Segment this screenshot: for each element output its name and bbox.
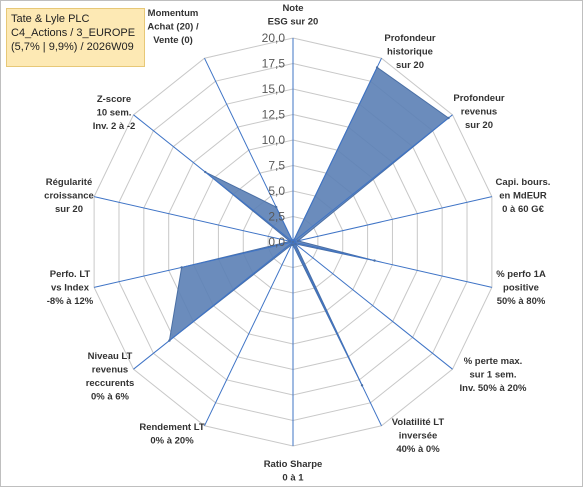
data-point bbox=[291, 240, 295, 244]
ring-tick-label: 20,0 bbox=[262, 31, 286, 45]
axis-label: Z-score 10 sem. Inv. 2 à -2 bbox=[93, 94, 136, 132]
ring-tick-label: 2,5 bbox=[268, 210, 285, 224]
axis-label: Capi. bours. en MdEUR 0 à 60 G€ bbox=[496, 177, 551, 215]
ring-tick-label: 7,5 bbox=[268, 159, 285, 173]
axis-spoke bbox=[292, 241, 453, 370]
data-point bbox=[204, 170, 207, 174]
axis-label: Profondeur revenus sur 20 bbox=[453, 93, 504, 131]
axis-label: Note ESG sur 20 bbox=[268, 3, 319, 28]
data-point bbox=[375, 66, 379, 69]
axis-label: Ratio Sharpe 0 à 1 bbox=[264, 459, 323, 484]
axis-label: Perfo. LT vs Index -8% à 12% bbox=[47, 269, 94, 307]
chart-title-company: Tate & Lyle PLC bbox=[11, 13, 90, 25]
data-area bbox=[168, 66, 450, 386]
axis-spoke bbox=[133, 114, 294, 243]
axis-spoke bbox=[292, 114, 453, 243]
data-point bbox=[288, 240, 292, 243]
axis-spoke bbox=[292, 196, 492, 243]
axis-spoke bbox=[292, 241, 492, 288]
axis-label: Volatilité LT inversée 40% à 0% bbox=[392, 417, 445, 455]
data-point bbox=[290, 243, 293, 246]
data-point bbox=[447, 116, 450, 120]
ring-tick-label: 0,0 bbox=[268, 235, 285, 249]
axis-label: % perfo 1A positive 50% à 80% bbox=[496, 269, 546, 307]
ring-tick-label: 10,0 bbox=[262, 133, 286, 147]
axis-spoke bbox=[133, 241, 294, 370]
chart-title-box: Tate & Lyle PLC C4_Actions / 3_EUROPE (5… bbox=[6, 8, 145, 67]
axis-spoke bbox=[94, 196, 294, 243]
data-point bbox=[180, 266, 183, 269]
axis-label: Profondeur historique sur 20 bbox=[384, 33, 435, 71]
chart-title-category: C4_Actions / 3_EUROPE bbox=[11, 27, 136, 39]
data-point bbox=[168, 339, 171, 342]
data-point bbox=[296, 239, 300, 243]
axis-label: Régularité croissance sur 20 bbox=[44, 177, 94, 215]
axis-spoke bbox=[204, 241, 294, 427]
axis-spoke bbox=[204, 57, 294, 243]
axis-spoke bbox=[292, 241, 382, 427]
axis-label: Niveau LT revenus reccurents 0% à 6% bbox=[86, 351, 135, 403]
ring-tick-label: 12,5 bbox=[262, 108, 286, 122]
axis-label: Momentum Achat (20) / Vente (0) bbox=[147, 8, 199, 46]
data-point bbox=[360, 384, 364, 387]
axis-spoke bbox=[94, 241, 294, 288]
ring-tick-label: 17,5 bbox=[262, 57, 286, 71]
axis-label: Rendement LT 0% à 20% bbox=[139, 422, 204, 447]
data-point bbox=[274, 205, 278, 209]
ring-tick-label: 5,0 bbox=[268, 184, 285, 198]
axis-spoke bbox=[292, 57, 382, 243]
data-point bbox=[294, 242, 297, 246]
ring-tick-label: 15,0 bbox=[262, 82, 286, 96]
chart-title-period: (5,7% | 9,9%) / 2026W09 bbox=[11, 41, 134, 53]
axis-label: % perte max. sur 1 sem. Inv. 50% à 20% bbox=[460, 356, 527, 394]
data-point bbox=[373, 259, 376, 262]
